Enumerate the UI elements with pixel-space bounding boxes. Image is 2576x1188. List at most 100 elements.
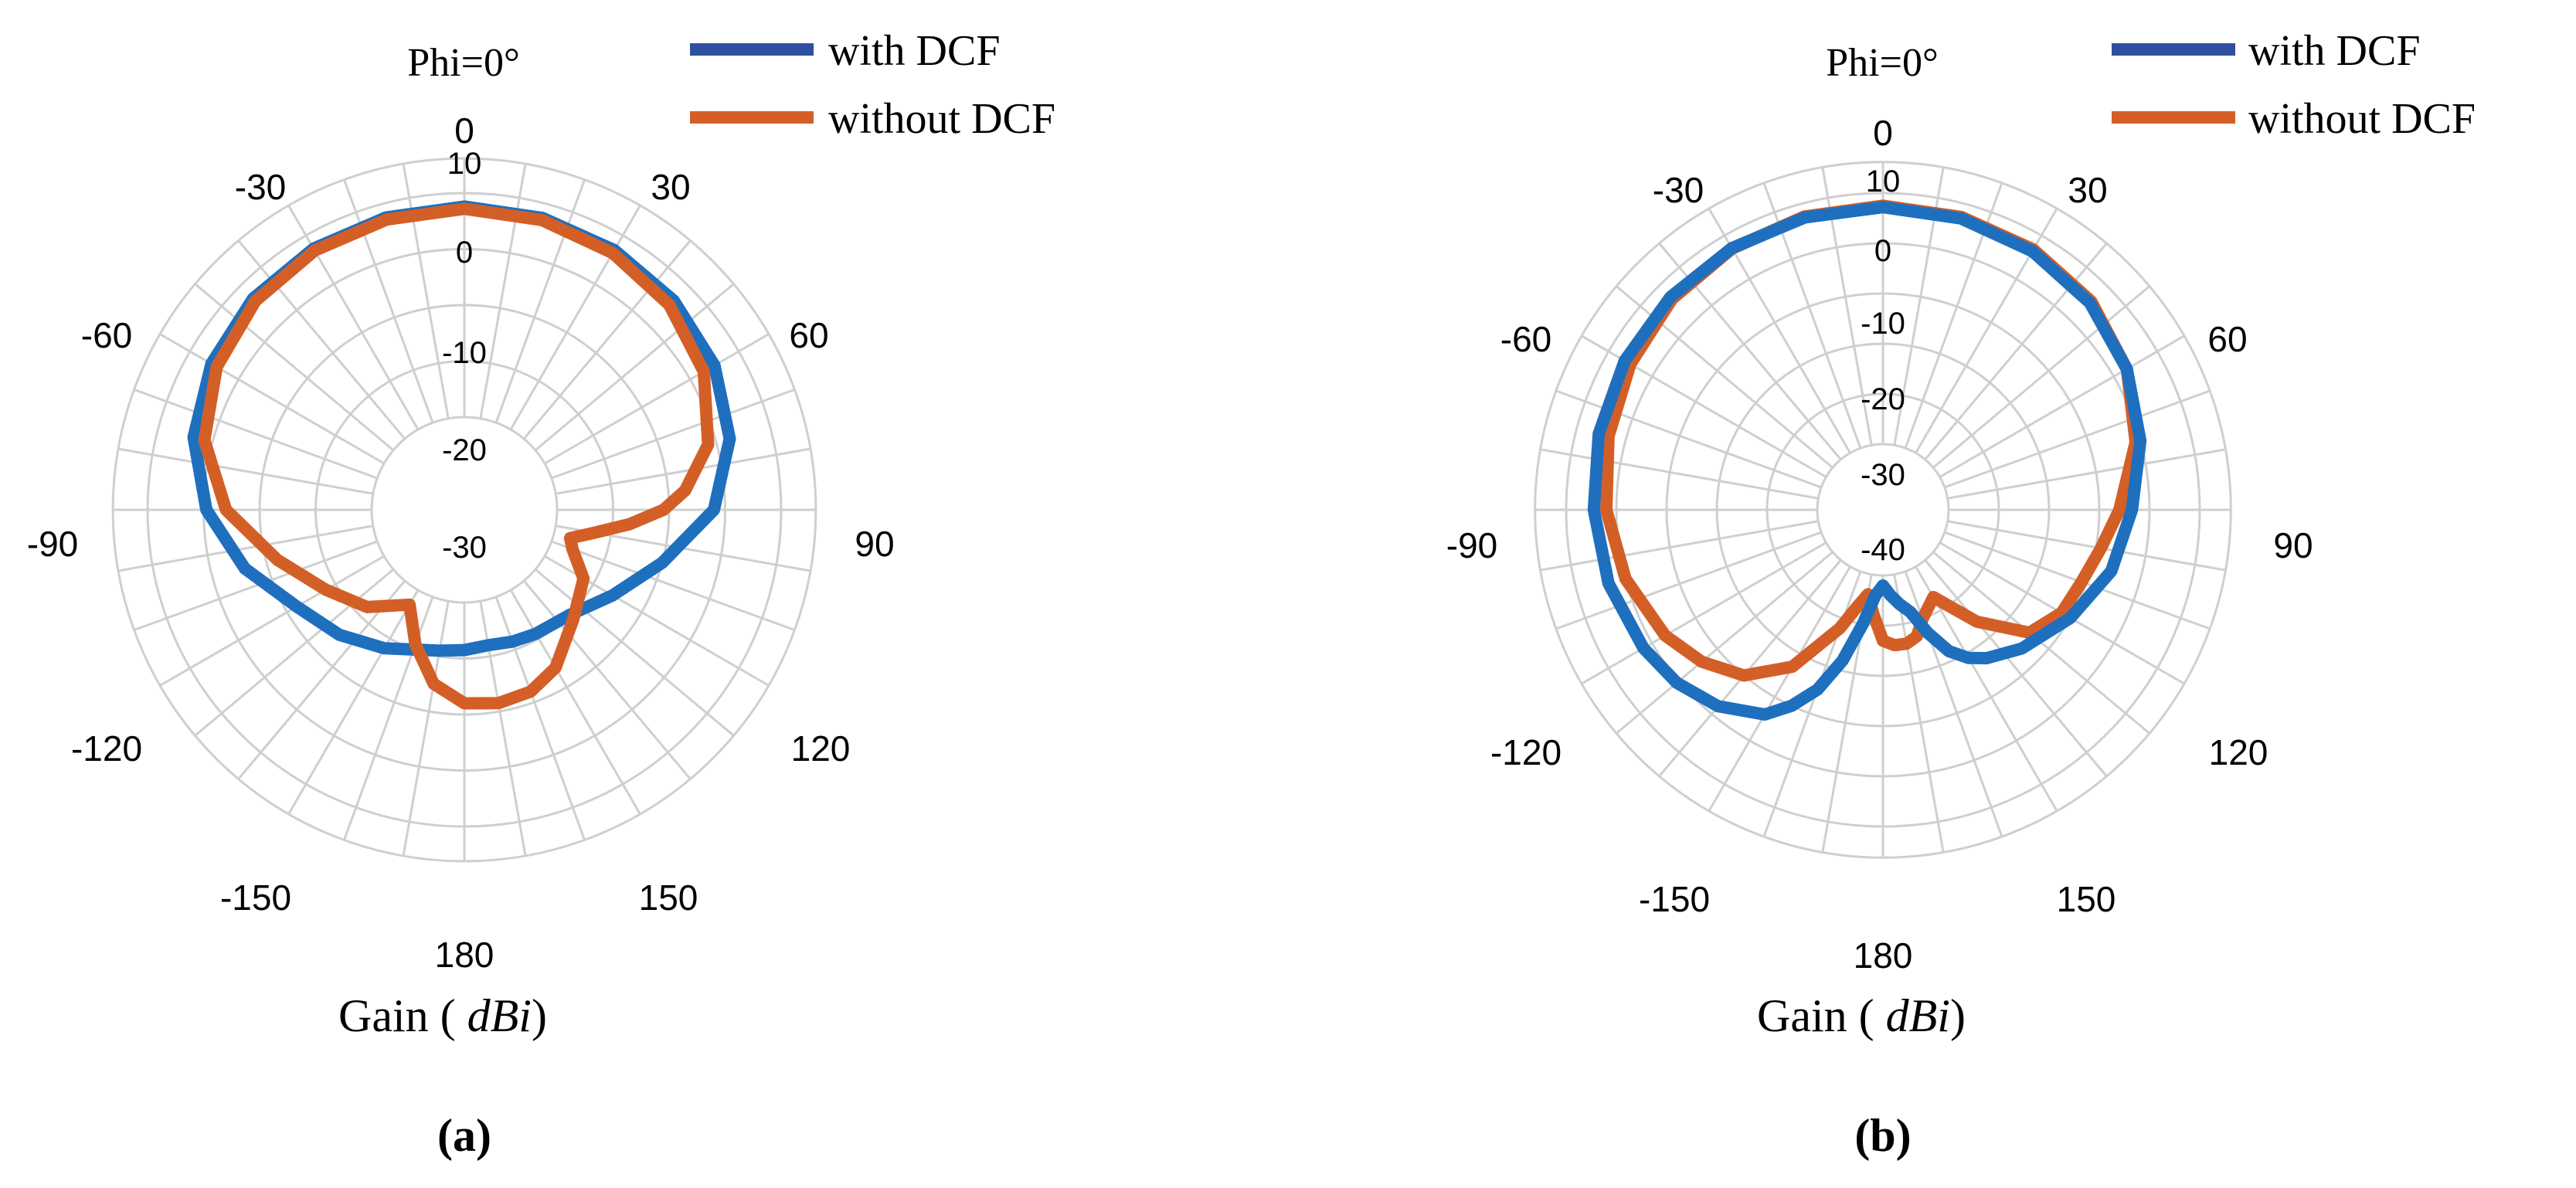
grid-spoke [1944,389,2211,489]
grid-spoke [534,283,735,452]
legend-a: with DCF without DCF [690,27,1055,143]
angle-tick-180: 180 [435,935,494,975]
grid-spoke [133,388,378,480]
radial-tick-neg30: -30 [1861,458,1905,492]
angle-tick-30: 30 [2068,170,2107,210]
angle-tick-neg60: -60 [1500,319,1551,359]
angle-tick-120: 120 [2209,732,2268,772]
grid-spoke [237,579,406,780]
angle-tick-neg120: -120 [71,728,142,769]
grid-spoke [1947,520,2226,572]
grid-spoke [287,589,420,815]
grid-spoke [1893,574,1945,853]
angle-tick-neg60: -60 [81,315,132,355]
series-without-dcf [198,202,715,710]
grid-spoke [509,589,641,815]
grid-spoke [1924,243,2108,460]
grid-spoke [1708,565,1851,812]
grid-spoke [159,333,385,465]
radial-tick-labels-b: -40 -30 -20 -10 0 10 [1861,165,1905,567]
series-without-dcf [1600,199,2142,682]
grid-spoke [1555,531,1822,630]
grid-spoke [402,600,450,857]
angle-tick-neg30: -30 [235,167,286,207]
axis-title-unit: dBi [1886,990,1950,1041]
angle-tick-labels-a: 0 30 60 90 120 150 180 -150 -120 -90 -60… [27,110,895,975]
axis-title-close: ) [1950,990,1966,1041]
grid-spoke [1540,520,1819,572]
grid-spoke [522,239,692,440]
polar-grid-a [111,157,817,863]
grid-spoke [522,579,692,780]
grid-spoke [287,205,420,430]
panel-label-b: (b) [1854,1110,1911,1161]
grid-spoke [117,447,374,495]
grid-spoke [534,568,735,737]
radial-tick-neg40: -40 [1861,533,1905,567]
axis-title-b-text: Gain ( [1757,990,1874,1041]
legend-label-with-dcf-a: with DCF [828,27,1001,75]
legend-label-with-dcf-b: with DCF [2248,27,2421,75]
radial-tick-0: 0 [456,236,473,270]
grid-spoke [1616,285,1833,469]
grid-spoke [194,283,395,452]
angle-tick-180: 180 [1854,935,1913,976]
grid-spoke [551,540,796,632]
radial-tick-0: 0 [1874,234,1891,268]
axis-title-close: ) [532,990,547,1041]
radial-tick-neg10: -10 [442,336,487,370]
grid-spoke [342,178,434,423]
grid-spoke [555,447,811,495]
series-with-dcf [1587,201,2147,721]
radial-tick-neg10: -10 [1861,307,1905,341]
grid-spoke [402,163,450,419]
radial-tick-neg20: -20 [1861,382,1905,416]
grid-spoke [1658,243,1842,460]
angle-tick-neg120: -120 [1490,732,1562,772]
series-with-dcf [187,200,736,657]
grid-spoke [551,388,796,480]
angle-tick-labels-b: 0 30 60 90 120 150 180 -150 -120 -90 -60… [1446,113,2313,976]
angle-tick-120: 120 [791,728,851,769]
grid-spoke [1924,559,2108,777]
angle-tick-60: 60 [789,315,828,355]
angle-tick-90: 90 [2273,525,2313,565]
legend-label-without-dcf-b: without DCF [2248,95,2476,143]
grid-spoke [159,555,385,687]
grid-spoke [1555,389,1822,489]
grid-spoke [1947,448,2226,500]
angle-tick-90: 90 [855,524,894,564]
chart-panel-a: 0 30 60 90 120 150 180 -150 -120 -90 -60… [27,27,1055,1161]
grid-spoke [237,239,406,440]
legend-label-without-dcf-a: without DCF [828,95,1055,143]
grid-spoke [479,163,527,419]
axis-title-a: Gain ( dBi) [338,990,547,1041]
radial-tick-neg20: -20 [442,433,487,467]
radial-tick-labels-a: -30 -20 -10 0 10 [442,147,487,565]
angle-tick-60: 60 [2207,319,2247,359]
grid-spoke [1540,448,1819,500]
grid-spoke [544,333,770,465]
radial-tick-10: 10 [447,147,482,181]
grid-spoke [194,568,395,737]
radial-tick-neg30: -30 [442,531,487,565]
legend-b: with DCF without DCF [2112,27,2476,143]
angle-tick-neg150: -150 [1639,879,1710,919]
grid-spoke [1581,541,1827,685]
plane-label-b: Phi=0° [1826,41,1939,85]
series-layer-b [1587,199,2147,721]
angle-tick-neg30: -30 [1653,170,1704,210]
grid-spoke [117,524,374,572]
series-layer-a [187,200,736,710]
grid-spoke [1939,334,2185,478]
grid-spoke [1616,551,1833,735]
grid-spoke [1932,285,2150,469]
chart-panel-b: 0 30 60 90 120 150 180 -150 -120 -90 -60… [1446,27,2476,1161]
panel-label-a: (a) [437,1110,491,1161]
axis-title-a-text: Gain ( [338,990,456,1041]
angle-tick-neg90: -90 [27,524,78,564]
angle-tick-neg90: -90 [1446,525,1497,565]
radial-tick-10: 10 [1866,165,1901,199]
grid-spoke [509,205,641,430]
